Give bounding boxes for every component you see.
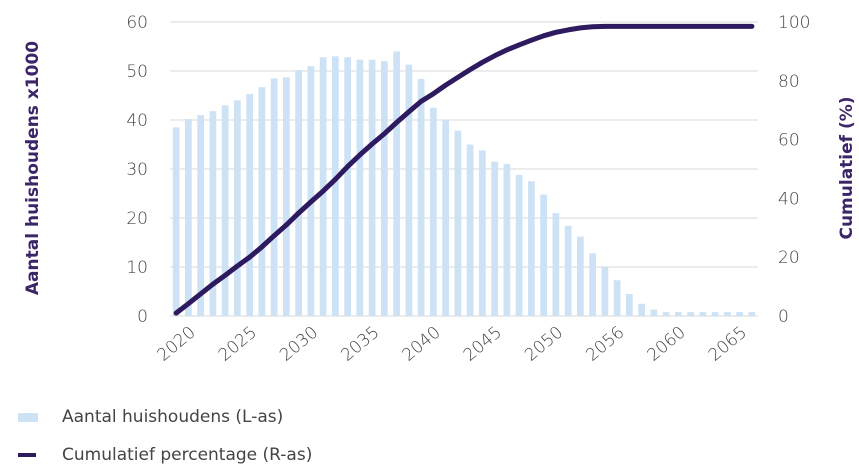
legend-item-line: Cumulatief percentage (R-as) — [18, 436, 312, 474]
bar — [283, 77, 290, 317]
bar — [270, 78, 278, 316]
left-tick-label: 50 — [126, 62, 148, 82]
bar — [356, 59, 364, 316]
bar — [662, 312, 670, 316]
bar — [344, 57, 351, 316]
bar — [577, 236, 584, 316]
bar — [393, 51, 400, 317]
bar — [491, 161, 498, 316]
line-swatch-icon — [18, 453, 36, 457]
bar — [454, 130, 462, 316]
bar — [552, 213, 560, 316]
bar — [295, 70, 302, 317]
bar — [185, 119, 192, 317]
bar — [613, 280, 621, 316]
left-tick-label: 30 — [126, 160, 148, 180]
bar — [626, 293, 633, 316]
bar-series — [172, 51, 756, 317]
bar — [172, 127, 180, 316]
bar — [234, 100, 241, 317]
x-tick-label: 2030 — [276, 323, 322, 366]
bar — [540, 194, 547, 316]
legend-label-line: Cumulatief percentage (R-as) — [62, 445, 313, 465]
bar — [675, 312, 682, 316]
right-tick-label: 80 — [778, 72, 800, 92]
bar — [381, 61, 388, 317]
left-tick-label: 20 — [126, 209, 148, 229]
bar — [319, 57, 327, 316]
bar — [209, 111, 217, 317]
x-axis: 2020 2025 2030 2035 2040 2045 2050 2056 2060 2065 — [154, 323, 751, 366]
right-tick-label: 40 — [778, 189, 800, 209]
line-series — [173, 23, 755, 316]
right-axis-title: Cumulatief (%) — [837, 96, 857, 239]
x-tick-label: 2035 — [337, 323, 383, 366]
left-tick-label: 0 — [137, 307, 148, 327]
bar — [197, 115, 204, 316]
bar — [650, 309, 658, 316]
bar — [442, 120, 449, 316]
x-tick-label: 2050 — [521, 323, 567, 366]
x-tick-label: 2020 — [154, 323, 200, 366]
bar — [417, 78, 425, 316]
right-tick-label: 60 — [778, 131, 800, 151]
bar — [246, 94, 253, 316]
right-tick-label: 100 — [778, 13, 810, 33]
bar — [466, 144, 474, 316]
right-tick-label: 20 — [778, 248, 800, 268]
bar — [332, 56, 339, 317]
bar — [748, 312, 756, 316]
right-y-axis: 0 20 40 60 80 100 — [778, 13, 810, 327]
bar-swatch-icon — [18, 412, 38, 422]
bar — [736, 312, 743, 316]
x-tick-label: 2060 — [644, 323, 690, 366]
gridlines — [170, 21, 758, 317]
left-tick-label: 40 — [126, 111, 148, 131]
legend: Aantal huishoudens (L-as) Cumulatief per… — [18, 398, 312, 474]
x-tick-label: 2040 — [399, 323, 445, 366]
x-tick-label: 2025 — [215, 323, 261, 366]
legend-item-bars: Aantal huishoudens (L-as) — [18, 398, 312, 436]
bar — [699, 312, 707, 316]
bar — [589, 253, 596, 316]
bar — [528, 181, 535, 316]
bar — [368, 59, 376, 316]
bar — [724, 312, 731, 316]
bar — [503, 164, 511, 316]
bar — [515, 174, 523, 316]
bar — [601, 267, 609, 316]
left-axis-title: Aantal huishoudens x1000 — [23, 41, 43, 295]
bar — [638, 303, 645, 316]
bar — [564, 225, 572, 316]
x-tick-label: 2045 — [460, 323, 506, 366]
left-y-axis: 0 10 20 30 40 50 60 — [126, 13, 148, 327]
bar — [479, 150, 486, 316]
bar — [687, 312, 694, 316]
left-tick-label: 10 — [126, 258, 148, 278]
bar — [307, 66, 315, 316]
x-tick-label: 2056 — [582, 323, 628, 366]
bar — [430, 107, 437, 316]
bar — [711, 312, 719, 316]
bar — [258, 87, 266, 316]
x-tick-label: 2065 — [705, 323, 751, 366]
bar — [221, 105, 229, 316]
legend-label-bars: Aantal huishoudens (L-as) — [62, 407, 284, 427]
cumulative-line — [173, 23, 755, 316]
left-tick-label: 60 — [126, 13, 148, 33]
bar — [405, 64, 413, 316]
right-tick-label: 0 — [778, 307, 789, 327]
